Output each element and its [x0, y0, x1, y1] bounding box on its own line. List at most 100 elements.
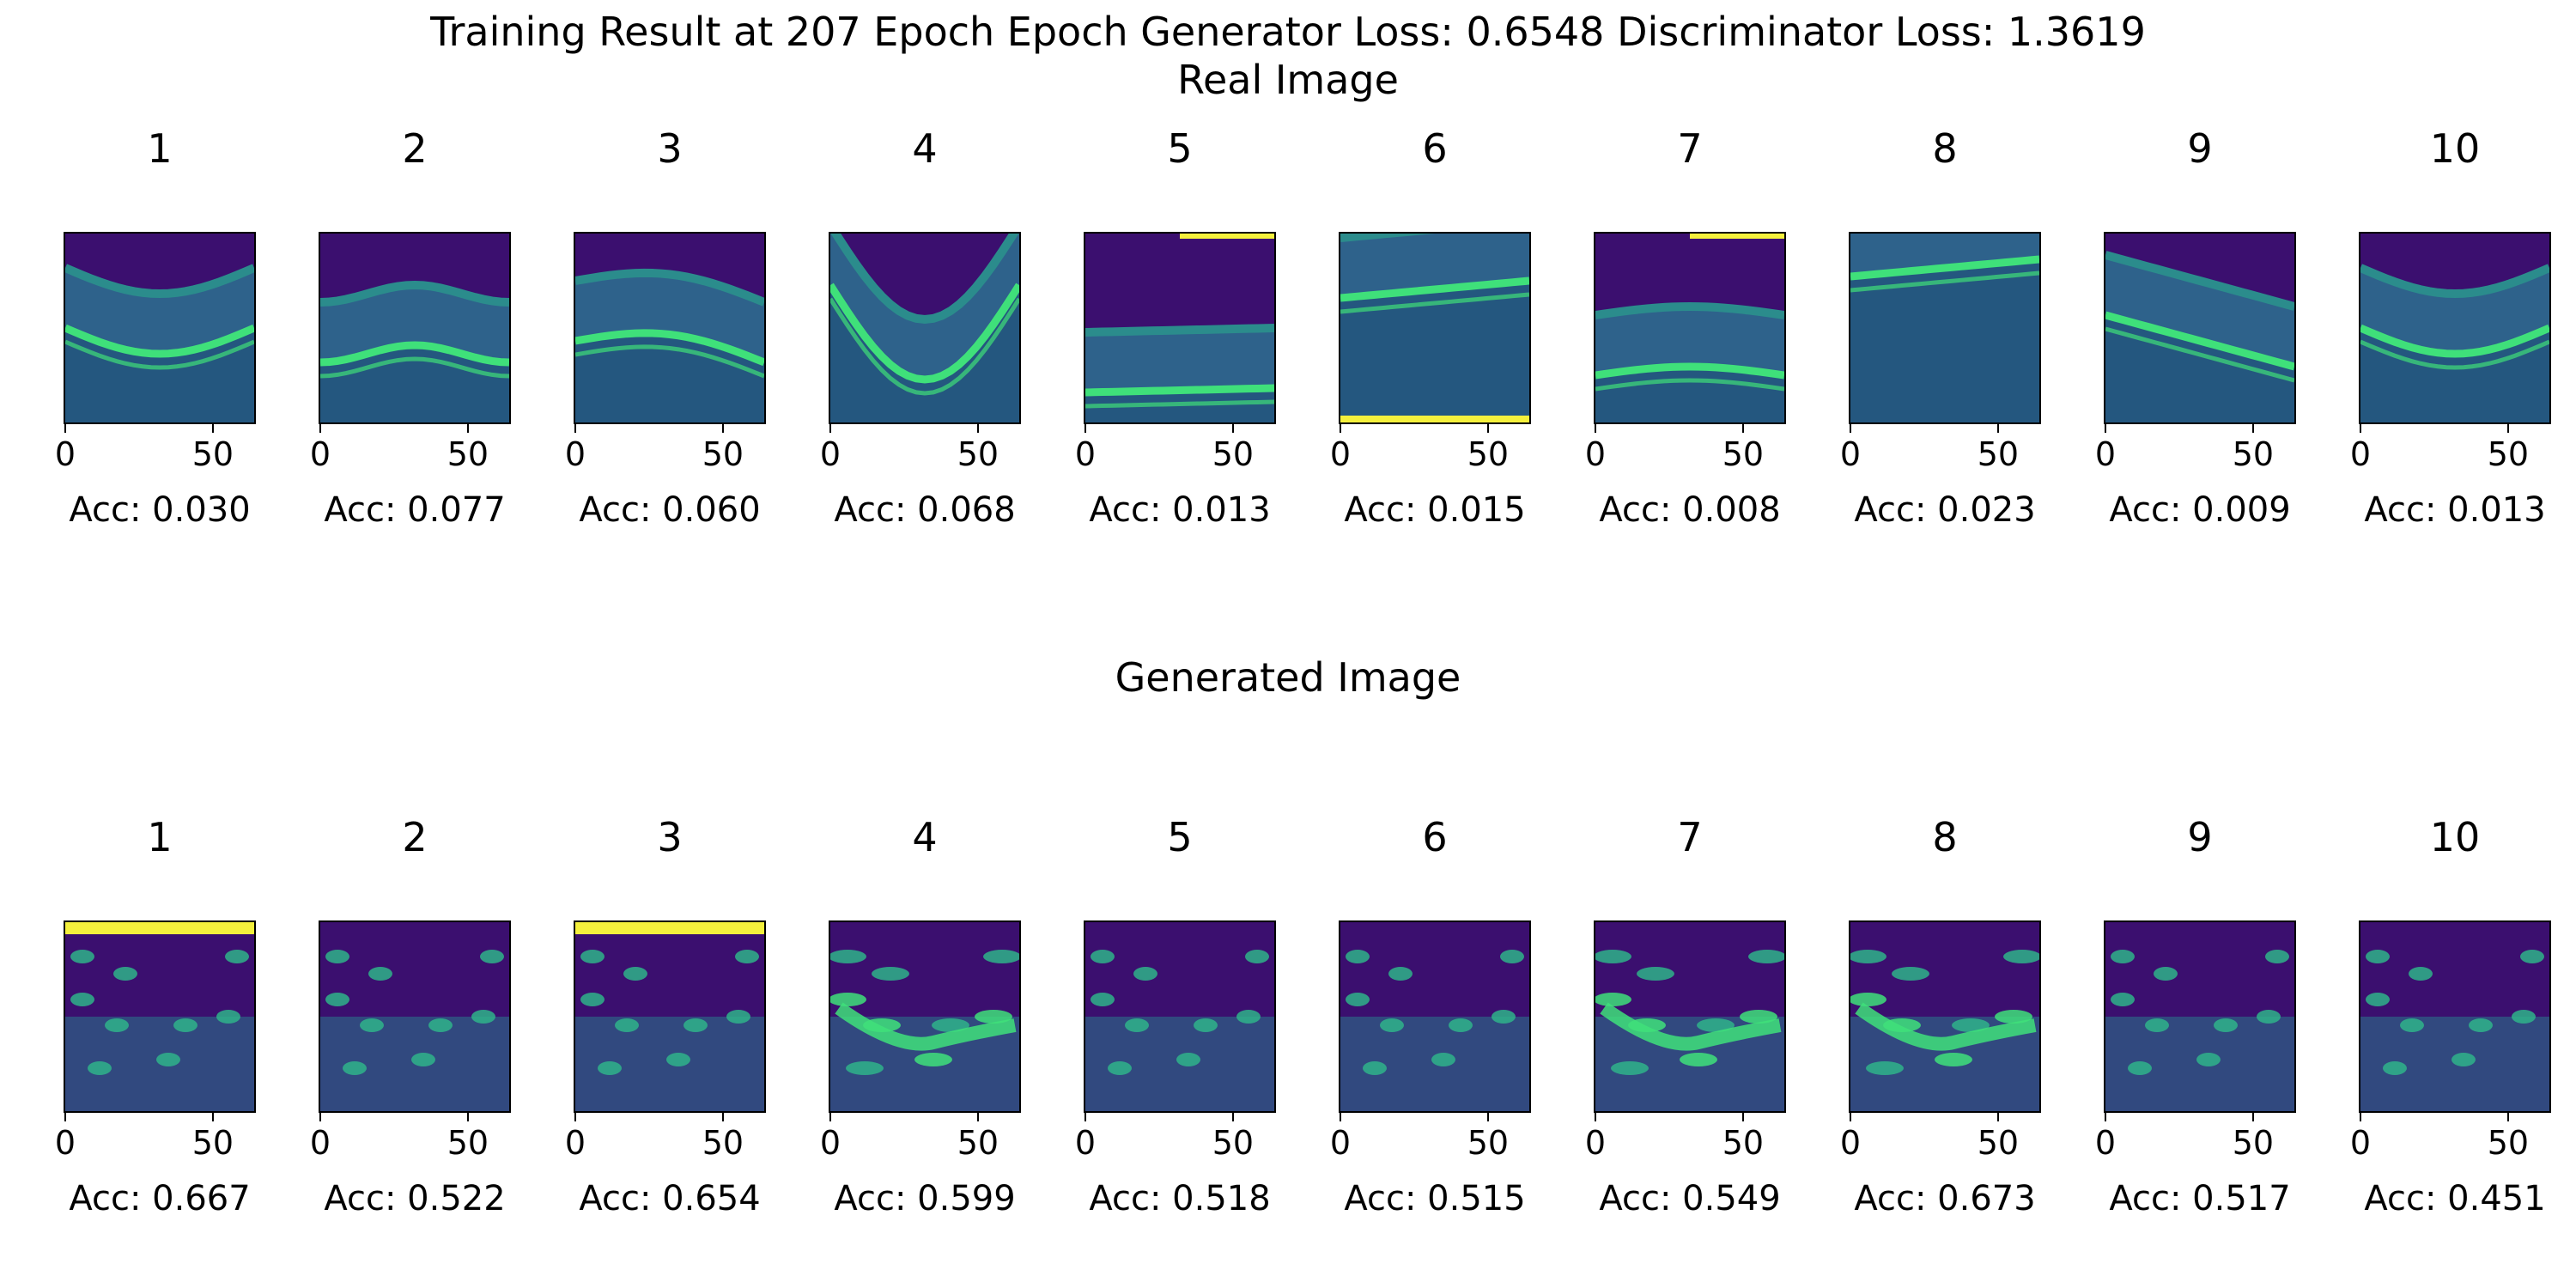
- panel-number: 1: [147, 125, 173, 172]
- x-tick: [1340, 422, 1341, 433]
- accuracy-label: Acc: 0.673: [1854, 1179, 2036, 1218]
- generated-image: [829, 920, 1021, 1113]
- panel-number: 10: [2429, 125, 2481, 172]
- panel-number: 9: [2187, 125, 2213, 172]
- real-image: [319, 232, 511, 424]
- generated-image: [319, 920, 511, 1113]
- accuracy-label: Acc: 0.060: [579, 490, 761, 530]
- x-tick: [2105, 422, 2106, 433]
- x-tick-label: 0: [309, 1124, 331, 1162]
- x-tick-label: 0: [1329, 435, 1352, 473]
- x-tick-label: 0: [1329, 1124, 1352, 1162]
- accuracy-label: Acc: 0.667: [69, 1179, 251, 1218]
- x-tick-label: 50: [1467, 435, 1510, 473]
- x-tick-label: 50: [447, 435, 489, 473]
- x-tick: [211, 1111, 214, 1121]
- x-tick: [829, 422, 831, 433]
- x-tick: [1486, 1111, 1489, 1121]
- x-tick-label: 50: [1722, 435, 1765, 473]
- generated-image: [64, 920, 256, 1113]
- x-tick: [1996, 422, 1999, 433]
- accuracy-label: Acc: 0.654: [579, 1179, 761, 1218]
- x-tick: [319, 422, 321, 433]
- real-image: [1849, 232, 2041, 424]
- x-tick: [2360, 422, 2361, 433]
- x-tick: [2360, 1111, 2361, 1121]
- x-tick-label: 0: [54, 1124, 76, 1162]
- x-tick-label: 0: [1074, 435, 1097, 473]
- x-tick-label: 0: [1839, 435, 1862, 473]
- panel-number: 6: [1422, 814, 1448, 860]
- generated-image: [2104, 920, 2296, 1113]
- generated-image: [1594, 920, 1786, 1113]
- panel-number: 3: [657, 814, 683, 860]
- panel-number: 8: [1932, 814, 1958, 860]
- x-tick-label: 0: [2094, 1124, 2117, 1162]
- accuracy-label: Acc: 0.015: [1344, 490, 1526, 530]
- x-tick-label: 50: [2232, 435, 2275, 473]
- x-tick: [211, 422, 214, 433]
- x-tick-label: 50: [1977, 1124, 2020, 1162]
- accuracy-label: Acc: 0.068: [834, 490, 1016, 530]
- panel-number: 4: [912, 125, 938, 172]
- x-tick: [2251, 422, 2254, 433]
- accuracy-label: Acc: 0.023: [1854, 490, 2036, 530]
- accuracy-label: Acc: 0.009: [2109, 490, 2291, 530]
- panel-number: 7: [1677, 814, 1703, 860]
- x-tick-label: 50: [1212, 435, 1255, 473]
- x-tick: [721, 422, 724, 433]
- x-tick: [1595, 422, 1596, 433]
- real-image: [1339, 232, 1531, 424]
- x-tick-label: 50: [1977, 435, 2020, 473]
- x-tick: [976, 422, 979, 433]
- panel-number: 3: [657, 125, 683, 172]
- x-tick: [1231, 422, 1234, 433]
- panel-number: 9: [2187, 814, 2213, 860]
- x-tick-label: 0: [564, 1124, 586, 1162]
- accuracy-label: Acc: 0.599: [834, 1179, 1016, 1218]
- x-tick: [64, 1111, 66, 1121]
- x-tick-label: 50: [2487, 1124, 2530, 1162]
- x-tick-label: 50: [702, 435, 744, 473]
- x-tick-label: 0: [1584, 435, 1607, 473]
- generated-image: [1849, 920, 2041, 1113]
- panel-number: 4: [912, 814, 938, 860]
- x-tick: [1741, 1111, 1744, 1121]
- panel-number: 7: [1677, 125, 1703, 172]
- x-tick-label: 50: [2232, 1124, 2275, 1162]
- x-tick-label: 50: [702, 1124, 744, 1162]
- x-tick-label: 0: [1839, 1124, 1862, 1162]
- accuracy-label: Acc: 0.522: [324, 1179, 506, 1218]
- x-tick: [976, 1111, 979, 1121]
- panel-number: 5: [1167, 125, 1193, 172]
- x-tick: [1741, 422, 1744, 433]
- generated-image: [1339, 920, 1531, 1113]
- x-tick-label: 0: [1074, 1124, 1097, 1162]
- figure-title: Training Result at 207 Epoch Epoch Gener…: [430, 9, 2146, 55]
- x-tick-label: 0: [2349, 435, 2372, 473]
- real-image: [2104, 232, 2296, 424]
- x-tick: [1084, 422, 1086, 433]
- x-tick-label: 50: [957, 435, 999, 473]
- x-tick-label: 50: [1467, 1124, 1510, 1162]
- x-tick: [1850, 1111, 1851, 1121]
- x-tick: [1850, 422, 1851, 433]
- accuracy-label: Acc: 0.013: [2364, 490, 2546, 530]
- x-tick: [1595, 1111, 1596, 1121]
- real-image: [1084, 232, 1276, 424]
- x-tick: [1084, 1111, 1086, 1121]
- x-tick-label: 50: [957, 1124, 999, 1162]
- accuracy-label: Acc: 0.077: [324, 490, 506, 530]
- x-tick: [64, 422, 66, 433]
- x-tick-label: 0: [819, 435, 841, 473]
- real-image: [574, 232, 766, 424]
- x-tick-label: 50: [191, 435, 234, 473]
- accuracy-label: Acc: 0.013: [1089, 490, 1271, 530]
- generated-image: [2359, 920, 2551, 1113]
- x-tick-label: 0: [819, 1124, 841, 1162]
- x-tick: [1231, 1111, 1234, 1121]
- x-tick-label: 50: [2487, 435, 2530, 473]
- panel-number: 8: [1932, 125, 1958, 172]
- x-tick: [1340, 1111, 1341, 1121]
- accuracy-label: Acc: 0.030: [69, 490, 251, 530]
